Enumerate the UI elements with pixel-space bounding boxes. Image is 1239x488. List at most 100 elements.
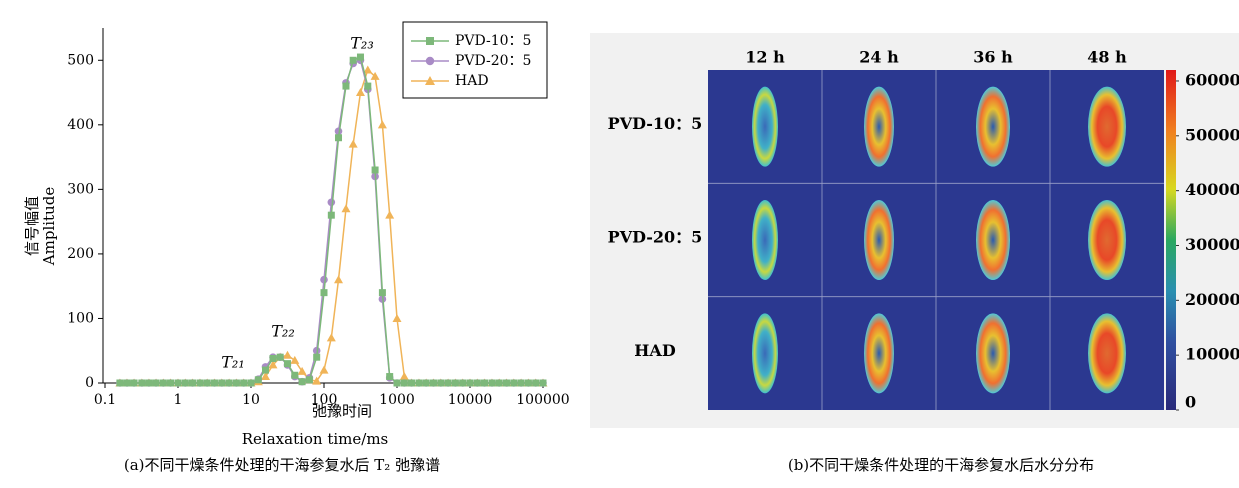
legend-marker: [425, 56, 435, 66]
legend-label: PVD-20：5: [455, 53, 531, 69]
row-label: HAD: [634, 341, 676, 360]
column-label: 36 h: [973, 48, 1013, 67]
specimen: [976, 200, 1010, 280]
specimen: [752, 86, 778, 167]
specimen: [864, 86, 894, 167]
y-tick-label: 100: [67, 310, 94, 326]
marker: [392, 313, 402, 322]
marker: [218, 379, 226, 387]
marker: [232, 379, 240, 387]
marker: [247, 379, 255, 387]
x-tick-label: 1000: [379, 392, 415, 408]
marker: [290, 355, 300, 364]
marker: [189, 379, 197, 387]
marker: [123, 379, 131, 387]
specimen: [1088, 200, 1126, 280]
x-axis-label: 弛豫时间: [312, 402, 372, 420]
marker: [312, 376, 322, 385]
specimen: [752, 313, 778, 394]
marker: [502, 379, 510, 387]
marker: [422, 379, 430, 387]
marker: [488, 379, 496, 387]
colorbar-label: 60000: [1185, 70, 1239, 89]
column-label: 24 h: [859, 48, 899, 67]
marker: [335, 134, 343, 142]
marker: [320, 289, 328, 297]
y-axis-label-en: Amplitude: [40, 187, 58, 267]
marker: [159, 379, 167, 387]
x-tick-label: 10: [242, 392, 260, 408]
marker: [466, 379, 474, 387]
legend-label: HAD: [455, 73, 489, 89]
marker: [437, 379, 445, 387]
marker: [342, 82, 350, 90]
colorbar: [1166, 70, 1176, 410]
specimen: [976, 86, 1010, 167]
marker: [268, 360, 278, 369]
colorbar-label: 0: [1185, 393, 1196, 412]
caption-b: (b)不同干燥条件处理的干海参复水后水分分布: [788, 456, 1094, 474]
x-axis-label-en: Relaxation time/ms: [242, 430, 389, 448]
marker: [269, 354, 277, 362]
marker: [341, 204, 351, 213]
marker: [473, 379, 481, 387]
caption-a: (a)不同干燥条件处理的干海参复水后 T₂ 弛豫谱: [124, 456, 440, 474]
colorbar-label: 40000: [1185, 180, 1239, 199]
y-tick-label: 400: [67, 117, 94, 133]
marker: [145, 379, 153, 387]
row-label: PVD-10：5: [608, 114, 703, 133]
specimen: [752, 200, 778, 280]
colorbar-label: 50000: [1185, 125, 1239, 144]
row-label: PVD-20：5: [608, 228, 703, 247]
marker: [283, 360, 291, 368]
legend-label: PVD-10：5: [455, 33, 531, 49]
legend-marker: [426, 37, 434, 45]
y-axis-label: 信号幅值: [23, 196, 41, 256]
marker: [334, 275, 344, 284]
annotation: T₂₃: [350, 34, 374, 53]
y-tick-label: 300: [67, 181, 94, 197]
marker: [459, 379, 467, 387]
specimen: [976, 313, 1010, 394]
marker: [152, 379, 160, 387]
marker: [393, 379, 401, 387]
marker: [355, 88, 365, 97]
marker: [378, 289, 386, 297]
marker: [349, 56, 357, 64]
marker: [225, 379, 233, 387]
specimen: [864, 200, 894, 280]
marker: [326, 333, 336, 342]
specimen: [1088, 86, 1126, 167]
x-tick-label: 100: [311, 392, 338, 408]
marker: [408, 379, 416, 387]
marker: [254, 376, 262, 384]
marker: [196, 379, 204, 387]
marker: [371, 166, 379, 174]
marker: [276, 353, 284, 361]
colorbar-label: 30000: [1185, 235, 1239, 254]
marker: [495, 379, 503, 387]
marker: [261, 372, 271, 381]
marker: [297, 366, 307, 375]
marker: [327, 211, 335, 219]
legend-box: [402, 21, 548, 99]
marker: [385, 210, 395, 219]
x-tick-label: 10000: [448, 392, 493, 408]
y-tick-label: 500: [67, 52, 94, 68]
colorbar-label: 10000: [1185, 345, 1239, 364]
marker: [203, 379, 211, 387]
x-tick-label: 1: [174, 392, 183, 408]
column-label: 48 h: [1087, 48, 1127, 67]
annotation: T₂₁: [221, 353, 245, 372]
marker: [167, 379, 175, 387]
marker: [444, 379, 452, 387]
marker: [348, 139, 358, 148]
marker: [320, 275, 328, 284]
marker: [313, 353, 321, 361]
marker: [327, 198, 336, 207]
marker: [174, 379, 182, 387]
marker: [210, 379, 218, 387]
marker: [305, 376, 313, 384]
annotation: T₂₂: [271, 322, 295, 341]
y-tick-label: 0: [85, 375, 94, 391]
